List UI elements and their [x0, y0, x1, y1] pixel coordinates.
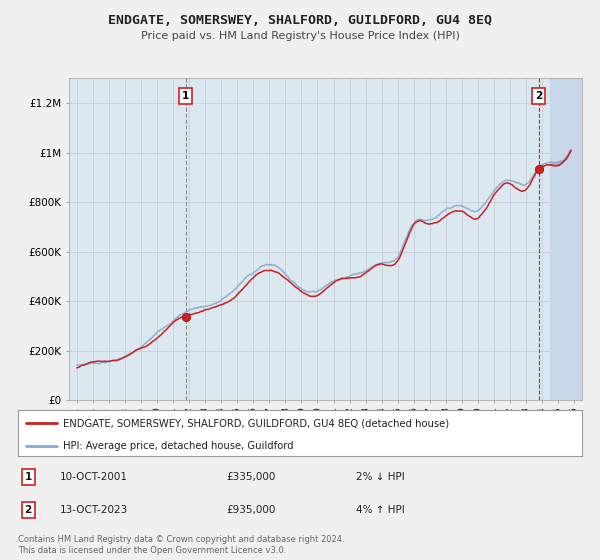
Text: 4% ↑ HPI: 4% ↑ HPI: [356, 505, 405, 515]
Text: ENDGATE, SOMERSWEY, SHALFORD, GUILDFORD, GU4 8EQ (detached house): ENDGATE, SOMERSWEY, SHALFORD, GUILDFORD,…: [63, 418, 449, 428]
Text: £335,000: £335,000: [227, 472, 276, 482]
Text: 2: 2: [25, 505, 32, 515]
Text: 1: 1: [25, 472, 32, 482]
Text: This data is licensed under the Open Government Licence v3.0.: This data is licensed under the Open Gov…: [18, 546, 286, 555]
Text: £935,000: £935,000: [227, 505, 276, 515]
Text: 2% ↓ HPI: 2% ↓ HPI: [356, 472, 405, 482]
Text: ENDGATE, SOMERSWEY, SHALFORD, GUILDFORD, GU4 8EQ: ENDGATE, SOMERSWEY, SHALFORD, GUILDFORD,…: [108, 14, 492, 27]
Text: 10-OCT-2001: 10-OCT-2001: [60, 472, 128, 482]
Text: Contains HM Land Registry data © Crown copyright and database right 2024.: Contains HM Land Registry data © Crown c…: [18, 535, 344, 544]
Text: 13-OCT-2023: 13-OCT-2023: [60, 505, 128, 515]
Bar: [550, 78, 590, 400]
Text: 1: 1: [182, 91, 190, 101]
Text: Price paid vs. HM Land Registry's House Price Index (HPI): Price paid vs. HM Land Registry's House …: [140, 31, 460, 41]
Text: 2: 2: [535, 91, 542, 101]
Text: HPI: Average price, detached house, Guildford: HPI: Average price, detached house, Guil…: [63, 441, 294, 451]
